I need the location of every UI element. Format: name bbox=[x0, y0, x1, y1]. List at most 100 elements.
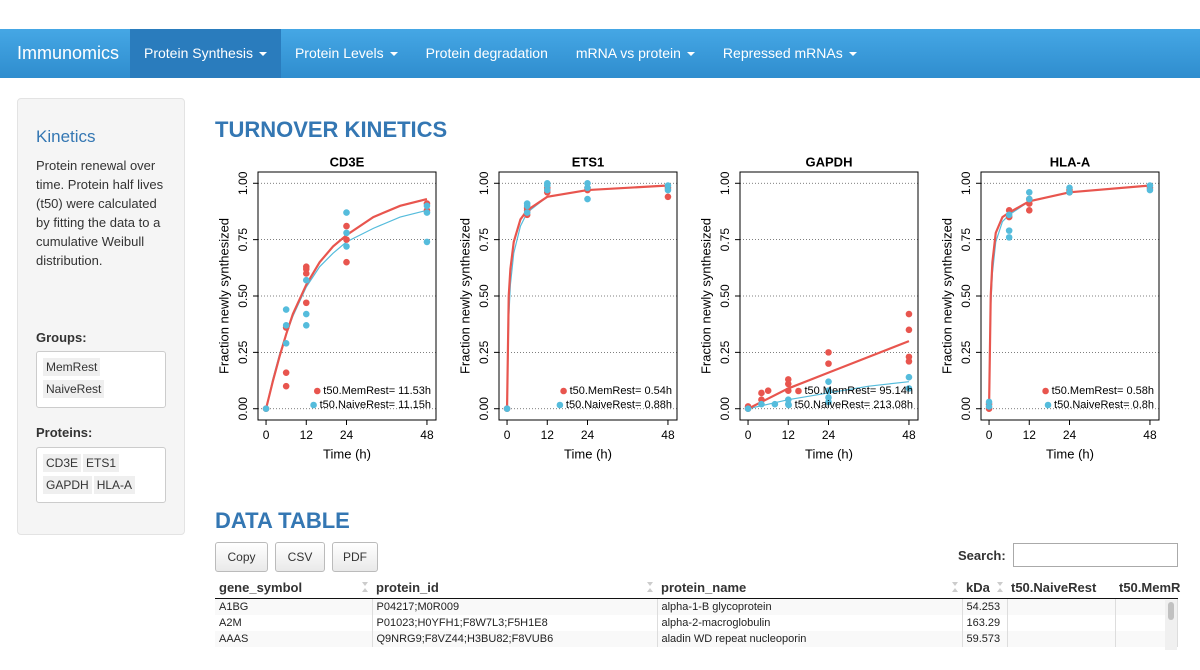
nav-item[interactable]: mRNA vs protein bbox=[562, 29, 709, 78]
data-point bbox=[1025, 207, 1033, 214]
nav-item[interactable]: Protein Levels bbox=[281, 29, 412, 78]
column-header[interactable]: gene_symbol bbox=[215, 576, 372, 599]
chart-title: ETS1 bbox=[572, 154, 605, 169]
y-tick-label: 1.00 bbox=[236, 171, 250, 195]
sort-icon[interactable] bbox=[952, 582, 958, 592]
protein-tag[interactable]: ETS1 bbox=[83, 454, 120, 472]
data-point bbox=[985, 403, 993, 410]
plot-frame bbox=[980, 171, 1160, 421]
data-point bbox=[985, 398, 993, 406]
data-point bbox=[905, 358, 913, 365]
column-label[interactable]: t50.NaiveRest bbox=[1011, 579, 1097, 595]
nav-label[interactable]: Protein Synthesis bbox=[144, 45, 253, 61]
data-point bbox=[1025, 195, 1033, 203]
caret[interactable] bbox=[848, 52, 857, 57]
nav-label[interactable]: Repressed mRNAs bbox=[722, 45, 843, 61]
chart-title: HLA-A bbox=[1050, 154, 1091, 169]
data-point bbox=[423, 238, 431, 246]
scrollbar[interactable] bbox=[1165, 600, 1177, 650]
column-header[interactable]: kDa bbox=[962, 576, 1007, 599]
legend-marker bbox=[556, 401, 564, 409]
table-cell: alpha-1-B glycoprotein bbox=[657, 598, 963, 615]
data-point bbox=[905, 326, 913, 334]
data-point bbox=[784, 396, 792, 404]
data-point bbox=[784, 376, 792, 383]
protein-tag[interactable]: HLA-A bbox=[93, 476, 136, 494]
button[interactable]: CSV bbox=[275, 542, 325, 572]
y-axis-label: Fraction newly synthesized bbox=[939, 218, 954, 374]
data-point bbox=[744, 405, 752, 413]
column-label[interactable]: protein_id bbox=[376, 579, 439, 595]
x-tick-label: 48 bbox=[420, 428, 434, 442]
scroll-thumb[interactable] bbox=[1168, 602, 1174, 620]
legend-marker bbox=[1042, 387, 1049, 395]
y-tick-label: 0.25 bbox=[477, 340, 491, 364]
table-cell: Q9NRG9;F8VZ44;H3BU82;F8VUB6 bbox=[372, 631, 658, 647]
plot-frame bbox=[257, 171, 437, 421]
x-tick-label: 48 bbox=[902, 428, 916, 442]
data-point bbox=[1025, 200, 1033, 207]
caret[interactable] bbox=[686, 52, 695, 57]
data-point bbox=[784, 387, 792, 394]
data-point bbox=[758, 389, 765, 397]
nav-label[interactable]: Protein Levels bbox=[294, 45, 384, 61]
column-label[interactable]: gene_symbol bbox=[219, 579, 303, 595]
data-point bbox=[282, 369, 290, 376]
data-point bbox=[343, 258, 350, 266]
nav-label[interactable]: mRNA vs protein bbox=[575, 45, 681, 61]
legend-label: t50.NaiveRest= 0.88h bbox=[566, 399, 672, 411]
legend-label: t50.MemRest= 0.54h bbox=[570, 385, 672, 397]
column-header[interactable]: t50.MemR bbox=[1115, 576, 1181, 599]
groups-select[interactable]: MemRest NaiveRest bbox=[36, 351, 166, 408]
x-tick-label: 12 bbox=[782, 428, 796, 442]
nav-item[interactable]: Protein Synthesis bbox=[130, 29, 281, 78]
column-header[interactable]: protein_name bbox=[657, 576, 962, 599]
table-cell bbox=[1007, 598, 1116, 615]
sort-icon[interactable] bbox=[997, 582, 1003, 592]
data-point bbox=[343, 222, 350, 230]
column-label[interactable]: protein_name bbox=[661, 579, 747, 595]
fit-curve bbox=[505, 184, 669, 409]
data-point bbox=[282, 340, 290, 347]
table-cell: 163.29 bbox=[962, 615, 1008, 631]
charts: CD3E 0.00 0.25 0.50 0.75 1.00 0 12 24 48 Fraction … bbox=[216, 154, 1160, 461]
data-point bbox=[282, 322, 290, 329]
column-label[interactable]: kDa bbox=[966, 579, 990, 595]
protein-tag[interactable]: CD3E bbox=[43, 454, 82, 472]
data-point bbox=[543, 186, 551, 194]
brand[interactable]: Immunomics bbox=[17, 43, 120, 63]
search-input[interactable] bbox=[1013, 543, 1178, 567]
nav-item[interactable]: Protein degradation bbox=[412, 29, 562, 78]
column-header[interactable]: t50.NaiveRest bbox=[1007, 576, 1115, 599]
button[interactable]: Copy bbox=[215, 542, 268, 572]
sort-icon[interactable] bbox=[647, 582, 653, 592]
sort-icon[interactable] bbox=[362, 582, 368, 592]
column-label[interactable]: t50.MemR bbox=[1119, 579, 1181, 595]
x-tick-label: 24 bbox=[822, 428, 836, 442]
x-tick-label: 24 bbox=[340, 428, 354, 442]
data-table: gene_symbol protein_id protein_name kDa t50.… bbox=[215, 576, 1181, 647]
x-axis-label: Time (h) bbox=[564, 446, 612, 461]
section-heading: TURNOVER KINETICS bbox=[215, 117, 448, 142]
caret[interactable] bbox=[258, 52, 267, 57]
data-point bbox=[825, 394, 832, 401]
y-tick-label: 0.50 bbox=[959, 284, 973, 308]
group-tag[interactable]: MemRest bbox=[43, 358, 101, 376]
data-point bbox=[1066, 188, 1073, 196]
table-cell bbox=[1007, 615, 1116, 631]
proteins-select[interactable]: CD3E ETS1 GAPDH HLA-A bbox=[36, 447, 166, 503]
nav-item[interactable]: Repressed mRNAs bbox=[709, 29, 871, 78]
column-header[interactable]: protein_id bbox=[372, 576, 657, 599]
y-tick-label: 0.75 bbox=[477, 228, 491, 252]
data-point bbox=[423, 209, 431, 216]
group-tag[interactable]: NaiveRest bbox=[43, 380, 105, 398]
x-axis-label: Time (h) bbox=[1046, 446, 1094, 461]
y-tick-label: 0.75 bbox=[959, 228, 973, 252]
nav-label[interactable]: Protein degradation bbox=[425, 45, 548, 61]
button[interactable]: PDF bbox=[332, 542, 378, 572]
legend-label: t50.MemRest= 95.14h bbox=[804, 385, 913, 397]
protein-tag[interactable]: GAPDH bbox=[43, 476, 92, 494]
table-cell: P04217;M0R009 bbox=[372, 598, 658, 615]
caret[interactable] bbox=[389, 52, 398, 57]
x-tick-label: 12 bbox=[300, 428, 314, 442]
